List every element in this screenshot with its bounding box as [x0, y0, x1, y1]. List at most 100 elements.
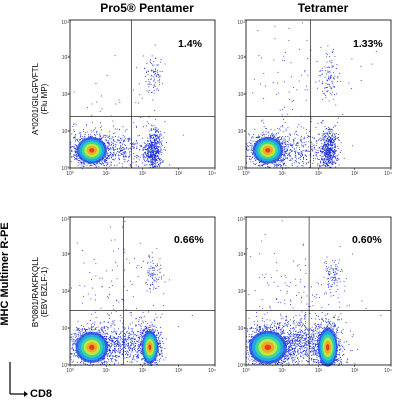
event-dot — [297, 142, 299, 143]
event-dot — [90, 164, 92, 166]
event-dot — [338, 164, 340, 166]
event-dot — [151, 161, 153, 163]
event-dot — [302, 153, 303, 155]
y-tick-label: 10⁰ — [238, 166, 245, 172]
event-dot — [155, 327, 157, 329]
event-dot — [112, 147, 114, 149]
event-dot — [128, 140, 130, 141]
event-dot — [152, 164, 154, 166]
event-dot — [319, 155, 321, 156]
event-dot — [322, 83, 324, 84]
event-dot — [148, 147, 150, 149]
event-dot — [327, 144, 329, 146]
event-dot — [154, 84, 156, 86]
event-dot — [253, 134, 254, 136]
event-dot — [107, 157, 108, 158]
event-dot — [149, 144, 151, 146]
event-dot — [305, 149, 307, 151]
event-dot — [152, 137, 154, 139]
event-dot — [322, 148, 323, 150]
event-dot — [75, 336, 77, 338]
event-dot — [148, 153, 150, 155]
event-dot — [154, 44, 156, 46]
event-dot — [329, 152, 331, 154]
event-dot — [153, 157, 155, 159]
event-dot — [326, 165, 328, 167]
event-dot — [343, 157, 345, 159]
event-dot — [113, 152, 115, 154]
event-dot — [101, 330, 103, 332]
event-dot — [339, 72, 341, 74]
event-dot — [324, 139, 325, 141]
event-dot — [299, 139, 301, 141]
event-dot — [151, 157, 153, 159]
event-dot — [105, 139, 107, 141]
event-dot — [278, 136, 280, 138]
event-dot — [119, 140, 121, 142]
event-dot — [82, 167, 83, 169]
event-dot — [151, 364, 153, 366]
event-dot — [154, 157, 156, 159]
event-dot — [164, 146, 165, 148]
event-dot — [78, 331, 80, 333]
event-dot — [302, 155, 303, 156]
event-dot — [159, 354, 161, 355]
x-tick-label: 10⁰ — [242, 171, 250, 176]
event-dot — [82, 138, 84, 140]
event-dot — [254, 163, 256, 165]
event-dot — [109, 335, 111, 337]
event-dot — [252, 140, 254, 142]
x-axis-label: CD8 — [30, 388, 53, 400]
event-dot — [154, 129, 156, 131]
event-dot — [305, 141, 307, 143]
event-dot — [280, 159, 282, 161]
event-dot — [152, 144, 154, 146]
event-dot — [99, 127, 101, 129]
event-dot — [321, 158, 322, 160]
event-dot — [315, 152, 317, 153]
event-dot — [320, 140, 322, 142]
event-dot — [291, 150, 293, 152]
y-tick-label: 10¹ — [62, 129, 69, 135]
event-dot — [313, 155, 315, 157]
event-dot — [115, 144, 117, 146]
event-dot — [258, 134, 260, 136]
event-dot — [306, 85, 307, 87]
event-dot — [118, 155, 120, 157]
event-dot — [338, 139, 340, 141]
event-dot — [154, 140, 156, 142]
event-dot — [329, 84, 331, 86]
event-dot — [330, 129, 332, 131]
event-dot — [259, 136, 261, 138]
event-dot — [153, 156, 155, 158]
event-dot — [332, 152, 334, 154]
event-dot — [136, 155, 138, 157]
event-dot — [153, 87, 154, 88]
event-dot — [96, 133, 98, 135]
event-dot — [330, 152, 332, 153]
event-dot — [112, 146, 113, 148]
event-dot — [320, 161, 322, 163]
event-dot — [152, 137, 153, 139]
event-dot — [328, 79, 330, 81]
event-dot — [154, 143, 156, 145]
event-dot — [267, 132, 269, 134]
event-dot — [331, 145, 333, 147]
event-dot — [153, 151, 155, 153]
event-dot — [329, 136, 330, 138]
event-dot — [281, 161, 283, 163]
event-dot — [154, 109, 156, 111]
event-dot — [328, 100, 330, 102]
event-dot — [106, 75, 108, 76]
event-dot — [148, 130, 150, 132]
row-label-ebv: B*0801/RAKFKQLL (EBV BZLF-1) — [31, 232, 49, 352]
event-dot — [83, 136, 85, 138]
event-dot — [323, 151, 325, 153]
event-dot — [141, 137, 143, 139]
event-dot — [156, 150, 158, 152]
event-dot — [99, 132, 101, 134]
event-dot — [78, 139, 80, 141]
event-dot — [153, 133, 155, 135]
event-dot — [263, 164, 265, 165]
event-dot — [152, 150, 154, 152]
